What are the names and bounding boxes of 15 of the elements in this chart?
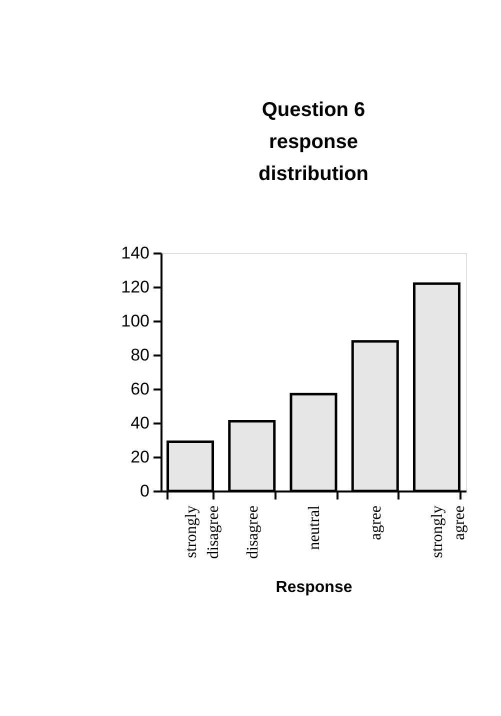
y-tick-label: 100 — [121, 312, 150, 330]
y-tick-label: 140 — [121, 244, 150, 262]
y-tick-label: 60 — [130, 380, 150, 398]
x-tick-label: strongly agree — [429, 506, 468, 558]
x-tick-label: disagree — [244, 506, 262, 559]
x-axis-title: Response — [276, 578, 352, 596]
y-tick-label: 40 — [130, 414, 150, 432]
y-tick-label: 120 — [121, 278, 150, 296]
y-tick-label: 0 — [140, 482, 150, 500]
y-tick-label: 20 — [130, 448, 150, 466]
x-tick-label: strongly disagree — [182, 506, 222, 559]
x-tick-label: agree — [368, 506, 385, 540]
y-tick-label: 80 — [130, 346, 150, 364]
x-tick-label: neutral — [306, 504, 323, 550]
chart-title: Question 6 response distribution — [258, 99, 368, 185]
